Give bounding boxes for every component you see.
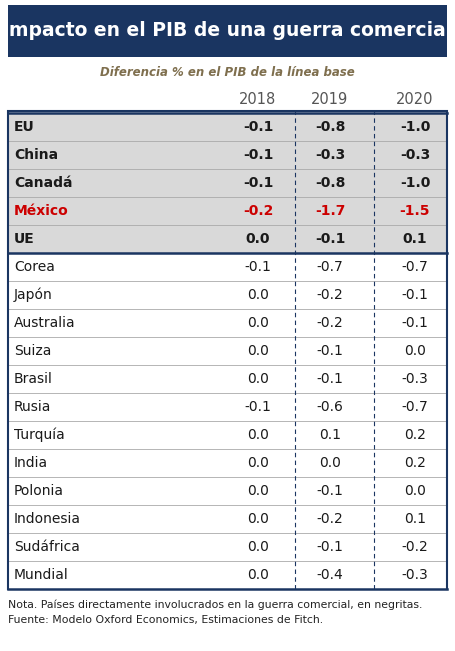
Text: 2019: 2019 <box>311 92 349 107</box>
Bar <box>8 337 447 365</box>
Text: Canadá: Canadá <box>14 176 72 190</box>
Text: 0.1: 0.1 <box>319 428 341 442</box>
Text: -0.2: -0.2 <box>317 288 344 302</box>
Text: Polonia: Polonia <box>14 484 64 498</box>
Text: 0.0: 0.0 <box>247 540 269 554</box>
Text: -0.6: -0.6 <box>317 400 344 414</box>
Text: -0.7: -0.7 <box>402 260 428 274</box>
Text: Nota. Países directamente involucrados en la guerra comercial, en negritas.: Nota. Países directamente involucrados e… <box>8 599 422 609</box>
Text: 0.1: 0.1 <box>404 512 426 526</box>
Text: -0.1: -0.1 <box>315 232 345 246</box>
Text: 0.0: 0.0 <box>247 428 269 442</box>
Text: Fuente: Modelo Oxford Economics, Estimaciones de Fitch.: Fuente: Modelo Oxford Economics, Estimac… <box>8 615 323 625</box>
Text: -0.2: -0.2 <box>402 540 428 554</box>
Text: 0.2: 0.2 <box>404 428 426 442</box>
Text: 0.1: 0.1 <box>403 232 427 246</box>
Text: 0.0: 0.0 <box>247 372 269 386</box>
Text: -0.1: -0.1 <box>402 316 429 330</box>
Text: -0.8: -0.8 <box>315 176 345 190</box>
Text: 0.0: 0.0 <box>247 288 269 302</box>
Text: -0.2: -0.2 <box>317 512 344 526</box>
Bar <box>8 225 447 253</box>
Text: -0.1: -0.1 <box>317 344 344 358</box>
Text: -0.1: -0.1 <box>402 288 429 302</box>
Text: -0.4: -0.4 <box>317 568 344 582</box>
Text: Indonesia: Indonesia <box>14 512 81 526</box>
Bar <box>8 141 447 169</box>
Text: -1.0: -1.0 <box>400 120 430 134</box>
Text: Impacto en el PIB de una guerra comercial: Impacto en el PIB de una guerra comercia… <box>2 21 453 40</box>
Text: -0.1: -0.1 <box>243 176 273 190</box>
Text: 2020: 2020 <box>396 92 434 107</box>
Bar <box>8 533 447 561</box>
Text: 0.0: 0.0 <box>247 344 269 358</box>
Text: -1.5: -1.5 <box>400 204 430 218</box>
Text: -0.7: -0.7 <box>402 400 428 414</box>
Text: China: China <box>14 148 58 162</box>
Text: 0.0: 0.0 <box>404 484 426 498</box>
Text: -0.7: -0.7 <box>317 260 344 274</box>
Text: 0.0: 0.0 <box>247 316 269 330</box>
Bar <box>8 197 447 225</box>
Text: Turquía: Turquía <box>14 428 65 442</box>
Text: India: India <box>14 456 48 470</box>
Text: Japón: Japón <box>14 288 53 302</box>
Text: Diferencia % en el PIB de la línea base: Diferencia % en el PIB de la línea base <box>100 66 355 79</box>
Bar <box>8 113 447 141</box>
Text: Corea: Corea <box>14 260 55 274</box>
Text: 0.0: 0.0 <box>247 512 269 526</box>
Text: 0.0: 0.0 <box>404 344 426 358</box>
Text: EU: EU <box>14 120 35 134</box>
Bar <box>8 561 447 589</box>
Bar <box>8 169 447 197</box>
Text: Australia: Australia <box>14 316 76 330</box>
Text: 2018: 2018 <box>239 92 277 107</box>
Text: -0.2: -0.2 <box>243 204 273 218</box>
Text: -0.1: -0.1 <box>245 260 272 274</box>
Text: -0.3: -0.3 <box>402 568 428 582</box>
Text: -1.7: -1.7 <box>315 204 345 218</box>
Text: Mundial: Mundial <box>14 568 69 582</box>
Text: -1.0: -1.0 <box>400 176 430 190</box>
Text: -0.1: -0.1 <box>317 372 344 386</box>
Text: -0.2: -0.2 <box>317 316 344 330</box>
Bar <box>8 449 447 477</box>
Text: 0.2: 0.2 <box>404 456 426 470</box>
Text: UE: UE <box>14 232 35 246</box>
Bar <box>8 309 447 337</box>
Text: -0.8: -0.8 <box>315 120 345 134</box>
Text: -0.1: -0.1 <box>243 120 273 134</box>
Text: Rusia: Rusia <box>14 400 51 414</box>
Text: -0.1: -0.1 <box>245 400 272 414</box>
Text: 0.0: 0.0 <box>319 456 341 470</box>
Text: Suiza: Suiza <box>14 344 51 358</box>
Bar <box>8 281 447 309</box>
Text: 0.0: 0.0 <box>246 232 270 246</box>
Text: -0.1: -0.1 <box>317 484 344 498</box>
Text: 0.0: 0.0 <box>247 456 269 470</box>
Text: México: México <box>14 204 69 218</box>
Bar <box>8 365 447 393</box>
Bar <box>8 505 447 533</box>
Text: Sudáfrica: Sudáfrica <box>14 540 80 554</box>
Text: 0.0: 0.0 <box>247 484 269 498</box>
Text: 0.0: 0.0 <box>247 568 269 582</box>
Text: -0.3: -0.3 <box>402 372 428 386</box>
Text: -0.1: -0.1 <box>243 148 273 162</box>
Text: Brasil: Brasil <box>14 372 53 386</box>
Bar <box>8 477 447 505</box>
Bar <box>8 421 447 449</box>
Bar <box>8 393 447 421</box>
Text: -0.1: -0.1 <box>317 540 344 554</box>
Bar <box>8 253 447 281</box>
Text: -0.3: -0.3 <box>400 148 430 162</box>
Text: -0.3: -0.3 <box>315 148 345 162</box>
Bar <box>8 5 447 57</box>
